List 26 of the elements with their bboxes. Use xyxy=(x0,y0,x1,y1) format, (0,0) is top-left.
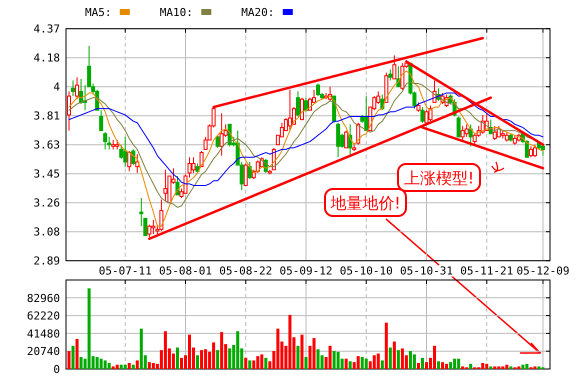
legend-label: MA10: xyxy=(160,6,193,19)
y-tick-label: 82960 xyxy=(26,292,60,305)
legend-label: MA20: xyxy=(241,6,274,19)
x-tick-label: 05-08-22 xyxy=(219,264,272,278)
x-tick-label: 05-08-01 xyxy=(159,264,212,278)
y-tick-label: 41480 xyxy=(26,327,60,340)
legend-label: MA5: xyxy=(85,6,112,19)
x-tick-label: 05-12-09 xyxy=(516,264,570,278)
y-tick-label: 3.81 xyxy=(34,110,60,123)
y-tick-label: 4 xyxy=(53,80,60,94)
y-tick-label: 4.37 xyxy=(34,22,60,36)
y-tick-label: 62220 xyxy=(26,310,60,323)
y-tick-label: 3.26 xyxy=(34,196,60,210)
y-tick-label: 2.89 xyxy=(34,254,60,268)
x-tick-label: 05-10-10 xyxy=(340,264,393,278)
annotation: 地量地价! xyxy=(329,194,401,212)
y-tick-label: 20740 xyxy=(26,345,60,358)
y-tick-label: 0 xyxy=(53,363,60,376)
y-tick-label: 3.08 xyxy=(34,226,60,239)
x-tick-label: 05-11-21 xyxy=(460,264,514,278)
x-tick-label: 05-07-11 xyxy=(98,264,152,278)
y-tick-label: 4.18 xyxy=(34,52,60,65)
x-tick-label: 05-09-12 xyxy=(280,264,332,278)
annotation: 上涨楔型! xyxy=(404,168,474,188)
y-tick-label: 3.45 xyxy=(34,168,60,181)
y-tick-label: 3.63 xyxy=(34,138,60,152)
